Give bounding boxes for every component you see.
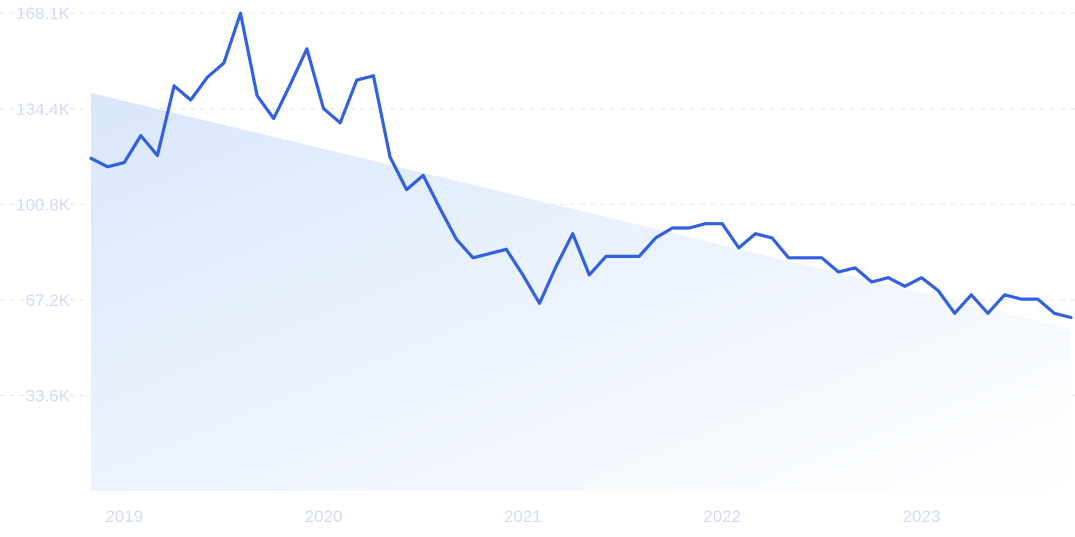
x-tick-label: 2023 (903, 507, 941, 526)
x-tick-label: 2020 (305, 507, 343, 526)
x-tick-label: 2021 (504, 507, 542, 526)
trend-area-layer (91, 92, 1071, 491)
y-tick-label: 168.1K (16, 4, 71, 23)
trend-area (91, 92, 1071, 491)
y-axis-tick-labels: 168.1K 134.4K 100.8K 67.2K 33.6K (16, 4, 71, 405)
x-tick-label: 2019 (105, 507, 143, 526)
series-line-0 (89, 11, 1073, 320)
y-tick-label: 67.2K (26, 291, 71, 310)
x-axis-tick-labels: 2019 2020 2021 2022 2023 (105, 507, 940, 526)
y-tick-label: 134.4K (16, 100, 71, 119)
y-tick-label: 100.8K (16, 195, 71, 214)
y-tick-label: 33.6K (26, 386, 71, 405)
series-line-layer (89, 11, 1073, 320)
x-tick-label: 2022 (703, 507, 741, 526)
